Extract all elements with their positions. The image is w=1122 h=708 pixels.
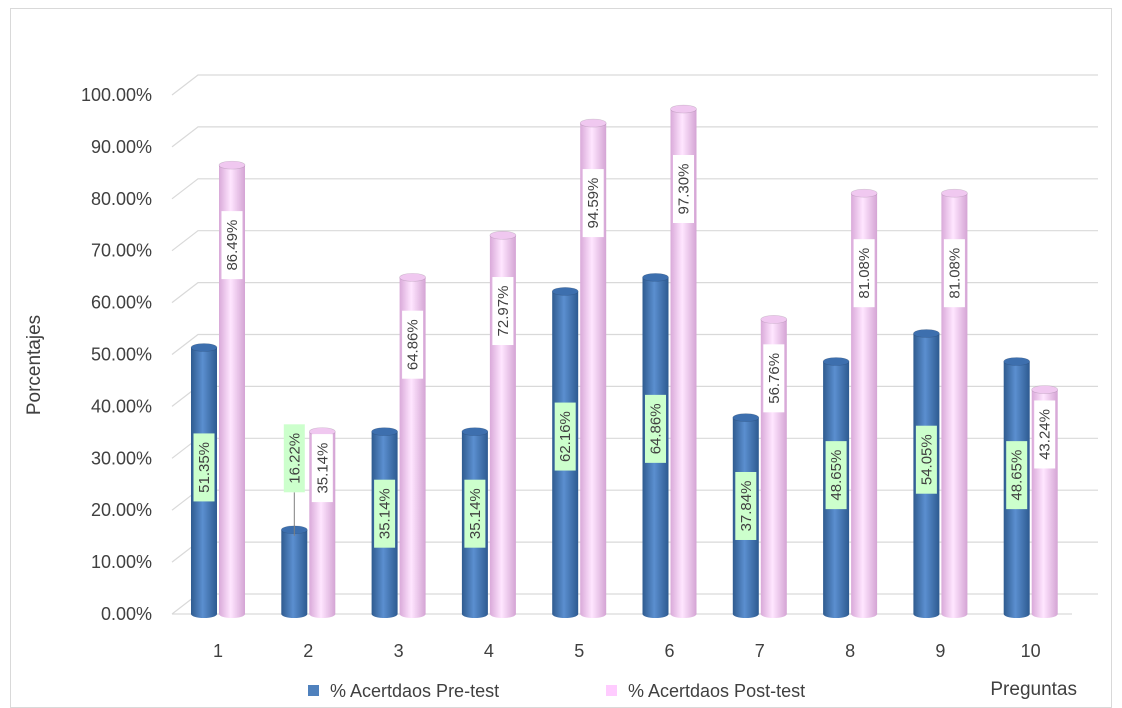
data-label-post-6: 97.30% — [673, 155, 694, 224]
gridline — [171, 178, 1098, 200]
data-label-post-1: 86.49% — [221, 211, 243, 280]
x-tick-label: 10 — [1021, 641, 1041, 661]
data-label-pre-10: 48.65% — [1006, 441, 1028, 510]
svg-text:37.84%: 37.84% — [738, 481, 755, 532]
y-tick-label: 70.00% — [91, 241, 152, 261]
svg-text:86.49%: 86.49% — [224, 220, 241, 271]
y-tick-label: 100.00% — [81, 85, 152, 105]
svg-text:16.22%: 16.22% — [286, 433, 303, 484]
svg-text:62.16%: 62.16% — [557, 411, 574, 462]
x-tick-label: 1 — [213, 641, 223, 661]
data-label-pre-4: 35.14% — [464, 479, 486, 548]
gridline — [171, 230, 1098, 252]
data-label-post-7: 56.76% — [763, 344, 785, 413]
y-tick-label: 80.00% — [91, 189, 152, 209]
svg-text:94.59%: 94.59% — [585, 178, 602, 229]
y-axis-ticks: 0.00% 10.00% 20.00% 30.00% 40.00% 50.00% 60.00… — [81, 85, 152, 624]
svg-text:64.86%: 64.86% — [405, 319, 422, 370]
data-label-post-9: 81.08% — [943, 239, 965, 308]
data-label-post-4: 72.97% — [492, 277, 514, 346]
svg-text:35.14%: 35.14% — [377, 488, 394, 539]
x-tick-label: 7 — [755, 641, 765, 661]
svg-text:64.86%: 64.86% — [648, 403, 665, 454]
x-tick-label: 6 — [664, 641, 674, 661]
y-axis-title: Porcentajes — [24, 315, 45, 415]
bar-post-5 — [579, 118, 607, 618]
gridline — [171, 282, 1098, 304]
data-label-pre-5: 62.16% — [554, 402, 576, 471]
data-label-post-10: 43.24% — [1034, 400, 1056, 469]
svg-text:81.08%: 81.08% — [946, 248, 963, 299]
data-label-post-2: 35.14% — [311, 434, 333, 503]
data-label-pre-6: 64.86% — [645, 394, 666, 463]
svg-text:43.24%: 43.24% — [1037, 409, 1054, 460]
gridlines — [171, 74, 1098, 615]
svg-text:51.35%: 51.35% — [196, 442, 213, 493]
svg-text:56.76%: 56.76% — [766, 353, 783, 404]
y-tick-label: 30.00% — [91, 448, 152, 468]
bar-post-6 — [670, 104, 697, 618]
y-tick-label: 0.00% — [101, 604, 152, 624]
data-label-post-8: 81.08% — [853, 239, 875, 308]
gridline — [171, 333, 1098, 355]
x-axis-ticks: 1 2 3 4 5 6 7 8 9 10 — [213, 641, 1041, 661]
data-label-pre-1: 51.35% — [193, 433, 215, 502]
y-tick-label: 90.00% — [91, 137, 152, 157]
data-label-post-5: 94.59% — [582, 169, 604, 238]
svg-text:54.05%: 54.05% — [918, 434, 935, 485]
x-tick-label: 9 — [935, 641, 945, 661]
x-tick-label: 3 — [394, 641, 404, 661]
y-tick-label: 20.00% — [91, 500, 152, 520]
svg-text:97.30%: 97.30% — [676, 164, 693, 215]
data-label-pre-2: 16.22% — [283, 424, 305, 536]
x-tick-label: 2 — [303, 641, 313, 661]
svg-text:35.14%: 35.14% — [467, 488, 484, 539]
x-tick-label: 5 — [574, 641, 584, 661]
svg-text:81.08%: 81.08% — [856, 248, 873, 299]
y-tick-label: 60.00% — [91, 293, 152, 313]
svg-text:72.97%: 72.97% — [495, 286, 512, 337]
x-tick-label: 8 — [845, 641, 855, 661]
bars — [190, 104, 1058, 619]
data-label-pre-7: 37.84% — [735, 471, 757, 540]
y-tick-label: 40.00% — [91, 396, 152, 416]
gridline — [171, 74, 1098, 96]
legend-swatch-post — [606, 685, 617, 696]
bar-pre-2 — [280, 525, 308, 618]
gridline — [171, 126, 1098, 148]
legend: % Acertdaos Pre-test % Acertdaos Post-te… — [308, 681, 805, 701]
legend-swatch-pre — [308, 685, 319, 696]
data-label-pre-8: 48.65% — [825, 441, 847, 510]
svg-text:48.65%: 48.65% — [828, 450, 845, 501]
legend-label-pre: % Acertdaos Pre-test — [330, 681, 499, 701]
y-tick-label: 10.00% — [91, 552, 152, 572]
data-label-post-3: 64.86% — [402, 310, 424, 379]
x-axis-title: Preguntas — [990, 679, 1077, 700]
legend-label-post: % Acertdaos Post-test — [628, 681, 805, 701]
y-tick-label: 50.00% — [91, 345, 152, 365]
svg-text:48.65%: 48.65% — [1009, 450, 1026, 501]
svg-text:35.14%: 35.14% — [314, 443, 331, 494]
x-tick-label: 4 — [484, 641, 494, 661]
data-labels: 51.35% 86.49% 16.22% 35.14% 35.14% 64.86% 35.1… — [193, 155, 1056, 548]
data-label-pre-9: 54.05% — [915, 425, 937, 494]
data-label-pre-3: 35.14% — [374, 479, 396, 548]
